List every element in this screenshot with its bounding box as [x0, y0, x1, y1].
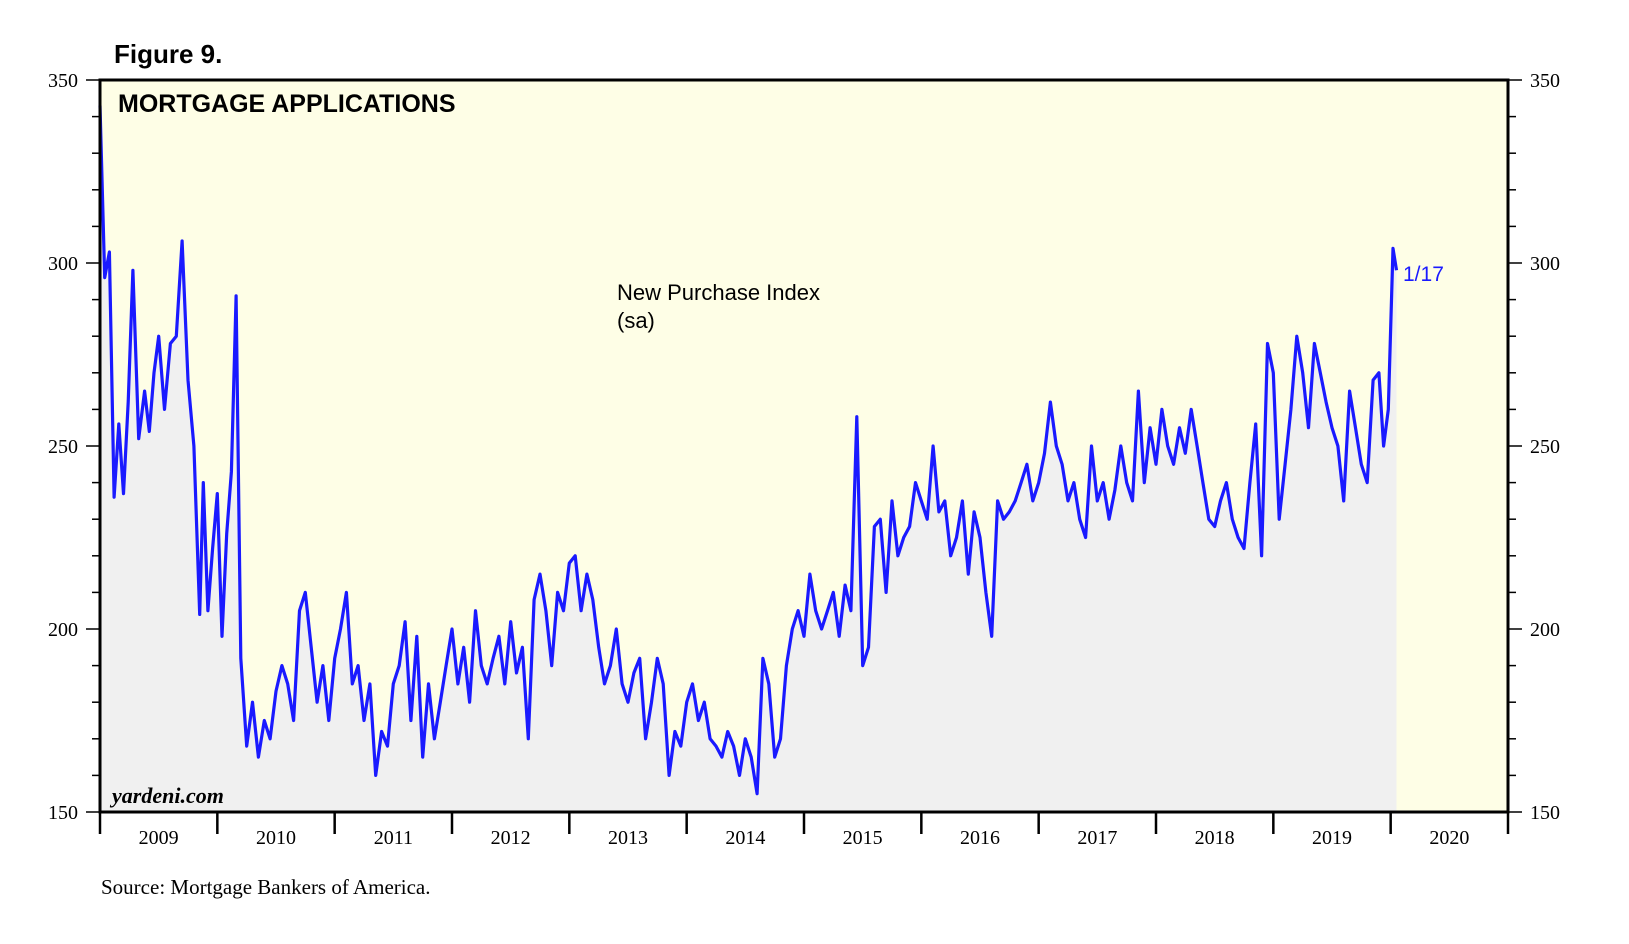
x-tick-label: 2020 — [1429, 827, 1469, 849]
x-tick-label: 2018 — [1195, 827, 1235, 849]
watermark: yardeni.com — [109, 783, 224, 808]
y-tick-label-left: 200 — [48, 619, 78, 641]
x-tick-label: 2013 — [608, 827, 648, 849]
y-tick-label-left: 250 — [48, 436, 78, 458]
y-tick-label-right: 150 — [1530, 802, 1560, 824]
x-tick-label: 2012 — [491, 827, 531, 849]
x-tick-label: 2017 — [1077, 827, 1117, 849]
series-annotation: New Purchase Index — [617, 280, 820, 305]
figure-label: Figure 9. — [114, 39, 222, 69]
series-annotation-sub: (sa) — [617, 308, 655, 333]
y-tick-label-left: 350 — [48, 70, 78, 92]
area-fill — [100, 105, 1397, 813]
x-tick-label: 2015 — [843, 827, 883, 849]
x-tick-label: 2019 — [1312, 827, 1352, 849]
y-axis-left: 150 200 250 300 350 — [48, 70, 100, 824]
x-axis: 2009 2010 2011 2012 2013 2014 2015 2016 2017 2018… — [98, 812, 1510, 849]
chart-title: MORTGAGE APPLICATIONS — [118, 90, 456, 118]
y-tick-label-left: 150 — [48, 802, 78, 824]
series-line — [98, 105, 1399, 796]
y-tick-label-right: 350 — [1530, 70, 1560, 92]
y-tick-label-right: 200 — [1530, 619, 1560, 641]
last-point-label: 1/17 — [1403, 263, 1444, 286]
y-tick-label-right: 300 — [1530, 253, 1560, 275]
x-tick-label: 2016 — [960, 827, 1000, 849]
y-tick-label-right: 250 — [1530, 436, 1560, 458]
x-tick-label: 2009 — [139, 827, 179, 849]
source-note: Source: Mortgage Bankers of America. — [101, 875, 430, 899]
y-tick-label-left: 300 — [48, 253, 78, 275]
y-axis-right: 150 200 250 300 350 — [1508, 70, 1560, 824]
x-tick-label: 2011 — [374, 827, 413, 849]
x-tick-label: 2010 — [256, 827, 296, 849]
x-tick-label: 2014 — [725, 827, 765, 849]
